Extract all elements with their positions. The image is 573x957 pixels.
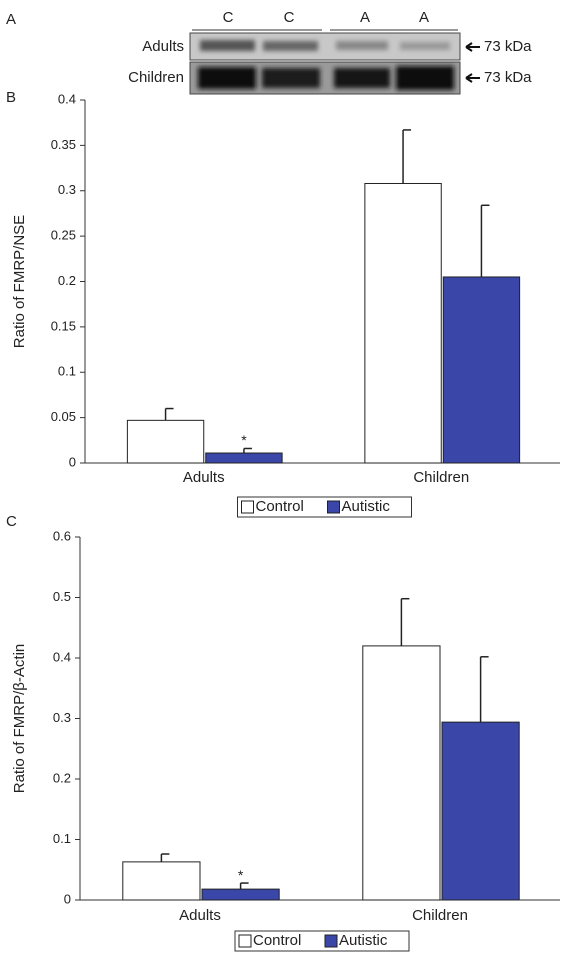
bar <box>363 646 440 900</box>
y-tick-label: 0.3 <box>53 710 71 725</box>
band <box>400 42 450 50</box>
legend-label: Control <box>256 498 304 515</box>
x-tick-label: Children <box>413 469 469 486</box>
chart: C Ratio of FMRP/β-Actin 0 0.1 0.2 0.3 0.4 0.5 0.… <box>6 513 560 951</box>
y-tick-label: 0.4 <box>53 649 71 664</box>
legend-label: Control <box>253 932 301 949</box>
panel-label: C <box>6 513 17 530</box>
bar <box>443 277 519 463</box>
x-tick-label: Adults <box>179 907 221 924</box>
y-axis-title: Ratio of FMRP/NSE <box>11 215 28 348</box>
y-axis-title: Ratio of FMRP/β-Actin <box>11 644 28 794</box>
legend-swatch <box>239 935 251 947</box>
band <box>336 41 388 50</box>
y-tick-label: 0.25 <box>51 228 76 243</box>
band <box>334 68 390 88</box>
y-tick-label: 0.15 <box>51 318 76 333</box>
y-tick-label: 0.35 <box>51 137 76 152</box>
y-tick-label: 0.1 <box>58 364 76 379</box>
row-label: Adults <box>142 38 184 55</box>
y-tick-label: 0.4 <box>58 91 76 106</box>
x-tick-label: Children <box>412 907 468 924</box>
y-tick-label: 0.3 <box>58 182 76 197</box>
annotation: * <box>241 432 247 448</box>
legend-swatch <box>325 935 337 947</box>
bar <box>127 420 203 463</box>
bar <box>206 453 282 463</box>
lane-label: A <box>360 9 370 26</box>
lane-label: C <box>284 9 295 26</box>
panel-label: B <box>6 89 16 106</box>
arrow <box>466 43 480 51</box>
band <box>263 41 318 51</box>
bar <box>365 183 441 463</box>
arrow <box>466 74 480 82</box>
lane-label: C <box>223 9 234 26</box>
band <box>262 68 320 88</box>
lane-label: A <box>419 9 429 26</box>
figure: A C C A A Adults Children 73 kDa 73 kDa … <box>0 0 573 957</box>
legend-swatch <box>328 501 340 513</box>
blot-panel: A C C A A Adults Children 73 kDa 73 kDa <box>6 9 532 94</box>
band <box>200 40 255 51</box>
y-tick-label: 0.5 <box>53 589 71 604</box>
legend-label: Autistic <box>342 498 391 515</box>
band <box>396 66 454 90</box>
bar <box>123 862 200 900</box>
annotation: * <box>238 867 244 883</box>
y-tick-label: 0 <box>69 454 76 469</box>
y-tick-label: 0.6 <box>53 528 71 543</box>
row-label: Children <box>128 69 184 86</box>
chart: B Ratio of FMRP/NSE 0 0.05 0.1 0.15 0.2 0.25 0.3… <box>6 89 560 517</box>
legend-label: Autistic <box>339 932 388 949</box>
bar <box>442 722 519 900</box>
y-tick-label: 0 <box>64 891 71 906</box>
x-tick-label: Adults <box>183 469 225 486</box>
bar <box>202 889 279 900</box>
y-tick-label: 0.1 <box>53 831 71 846</box>
y-tick-label: 0.2 <box>58 273 76 288</box>
size-label: 73 kDa <box>484 69 532 86</box>
band <box>198 67 256 89</box>
legend-swatch <box>242 501 254 513</box>
size-label: 73 kDa <box>484 38 532 55</box>
y-tick-label: 0.05 <box>51 409 76 424</box>
panel-label: A <box>6 11 16 28</box>
y-tick-label: 0.2 <box>53 770 71 785</box>
